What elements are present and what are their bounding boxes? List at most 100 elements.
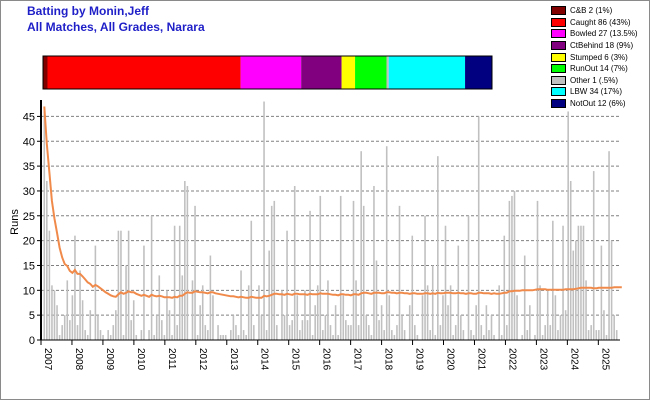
runs-bar [355, 280, 357, 340]
dismissal-segment [240, 56, 302, 89]
runs-bar [516, 295, 518, 340]
runs-bar [99, 330, 102, 340]
runs-bar [201, 285, 204, 340]
runs-bar [107, 330, 109, 340]
runs-bar [301, 320, 304, 340]
runs-bar [403, 330, 406, 340]
runs-bar [475, 305, 477, 340]
runs-bar [429, 330, 431, 340]
runs-bar [166, 290, 168, 340]
runs-bar [483, 335, 485, 340]
runs-bar [424, 215, 426, 340]
runs-bar [61, 325, 63, 340]
runs-bar [247, 285, 250, 340]
runs-bar [506, 325, 508, 340]
legend-item: RunOut 14 (7%) [551, 63, 647, 75]
runs-bar [191, 280, 194, 340]
chart-title: Batting by Monin,Jeff [27, 4, 149, 18]
runs-bar [74, 235, 76, 340]
x-tick-label: 2017 [352, 348, 363, 371]
runs-bar [462, 330, 465, 340]
runs-bar [600, 245, 603, 340]
runs-bar [155, 315, 158, 340]
legend-item: Bowled 27 (13.5%) [551, 28, 647, 40]
runs-bar [181, 275, 184, 340]
runs-bar [112, 325, 115, 340]
runs-bar [350, 325, 352, 340]
runs-bar [161, 320, 163, 340]
x-tick-label: 2009 [104, 348, 115, 371]
runs-bar [117, 230, 120, 340]
runs-bar [434, 335, 437, 340]
average-line [43, 106, 622, 299]
runs-bar [158, 275, 161, 340]
runs-bar [575, 240, 577, 340]
runs-bar [605, 335, 608, 340]
runs-bar [296, 295, 299, 340]
runs-bar [342, 295, 345, 340]
legend-swatch [551, 41, 566, 51]
runs-bar [362, 205, 365, 340]
runs-bar [51, 285, 53, 340]
runs-bar [391, 330, 393, 340]
runs-bar [352, 200, 355, 340]
runs-bar [454, 325, 457, 340]
x-tick-label: 2011 [166, 348, 177, 370]
runs-bar [281, 290, 283, 340]
runs-bar [493, 335, 495, 340]
runs-bar [235, 325, 237, 340]
runs-bar [120, 230, 122, 340]
runs-bar [71, 295, 74, 340]
dismissal-segment [43, 56, 48, 89]
runs-bar [115, 310, 117, 340]
y-tick-label: 40 [23, 136, 35, 148]
runs-bar [610, 240, 613, 340]
runs-bar [130, 320, 132, 340]
y-tick-label: 20 [23, 236, 35, 248]
runs-bar [595, 330, 598, 340]
runs-bar [270, 205, 273, 340]
runs-bar [585, 280, 587, 340]
runs-bar [63, 315, 66, 340]
runs-bar [253, 325, 255, 340]
runs-bar [513, 190, 516, 340]
runs-bar [500, 335, 503, 340]
runs-bar [477, 116, 480, 340]
runs-bar [334, 305, 337, 340]
runs-bar [286, 230, 288, 340]
runs-bar [564, 310, 567, 340]
runs-bar [557, 330, 559, 340]
dismissal-segment [465, 56, 492, 89]
runs-bar [304, 290, 306, 340]
runs-bar [521, 335, 523, 340]
runs-bar [322, 330, 324, 340]
runs-bar [572, 250, 575, 340]
legend-swatch [551, 99, 566, 109]
legend-label: RunOut 14 (7%) [570, 64, 628, 74]
legend-label: NotOut 12 (6%) [570, 99, 626, 109]
runs-bar [140, 330, 143, 340]
runs-bar [212, 295, 214, 340]
runs-bar [590, 325, 592, 340]
runs-bar [245, 335, 247, 340]
x-tick-label: 2010 [135, 348, 146, 371]
runs-bar [319, 195, 322, 340]
runs-bar [127, 230, 130, 340]
runs-bar [437, 156, 439, 340]
x-tick-label: 2013 [228, 348, 239, 371]
runs-bar [143, 245, 145, 340]
x-tick-label: 2015 [290, 348, 301, 371]
runs-bar [311, 335, 314, 340]
runs-bar [523, 255, 526, 340]
y-tick-label: 25 [23, 211, 35, 223]
dismissal-segment [386, 56, 389, 89]
y-tick-label: 35 [23, 161, 35, 173]
runs-bar [102, 335, 104, 340]
runs-bar [306, 320, 309, 340]
runs-bar [250, 220, 253, 340]
legend-label: LBW 34 (17%) [570, 87, 623, 97]
runs-bar [554, 295, 557, 340]
runs-bar [237, 335, 240, 340]
runs-bar [184, 181, 186, 340]
runs-bar [559, 315, 562, 340]
